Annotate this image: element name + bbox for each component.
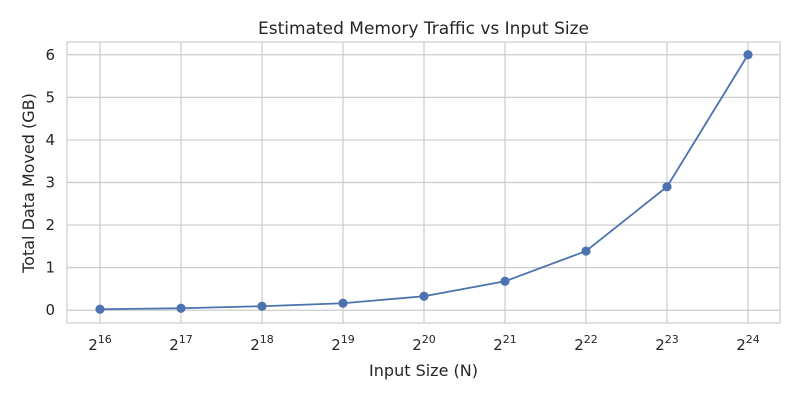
series-layer: [95, 50, 753, 314]
data-point: [257, 301, 267, 311]
data-point: [419, 291, 429, 301]
y-tick-label: 4: [45, 131, 55, 149]
x-tick-label: 224: [736, 333, 760, 354]
data-point: [662, 182, 672, 192]
y-tick-label: 2: [45, 216, 55, 234]
x-tick-label: 222: [574, 333, 598, 354]
chart-title: Estimated Memory Traffic vs Input Size: [258, 19, 589, 39]
y-tick-label: 0: [45, 301, 55, 319]
grid-lines: [67, 42, 780, 323]
x-tick-label: 218: [250, 333, 274, 354]
data-point: [176, 303, 186, 313]
plot-frame: [66, 41, 781, 324]
x-tick-labels: 216 217 218 219 220 221 222 223 224: [88, 333, 760, 354]
x-tick-label: 223: [655, 333, 679, 354]
y-tick-label: 5: [45, 88, 55, 106]
y-tick-label: 1: [45, 259, 55, 277]
data-point: [338, 298, 348, 308]
data-point: [581, 246, 591, 256]
x-tick-label: 220: [412, 333, 436, 354]
data-point: [743, 50, 753, 60]
y-tick-label: 6: [45, 46, 55, 64]
y-tick-labels: 0 1 2 3 4 5 6: [45, 46, 55, 319]
y-axis-label: Total Data Moved (GB): [19, 93, 38, 274]
x-tick-label: 216: [88, 333, 112, 354]
x-tick-label: 221: [493, 333, 517, 354]
data-point: [500, 276, 510, 286]
x-tick-label: 219: [331, 333, 355, 354]
data-point: [95, 304, 105, 314]
y-tick-label: 3: [45, 174, 55, 192]
x-tick-label: 217: [169, 333, 193, 354]
x-axis-label: Input Size (N): [369, 361, 478, 380]
